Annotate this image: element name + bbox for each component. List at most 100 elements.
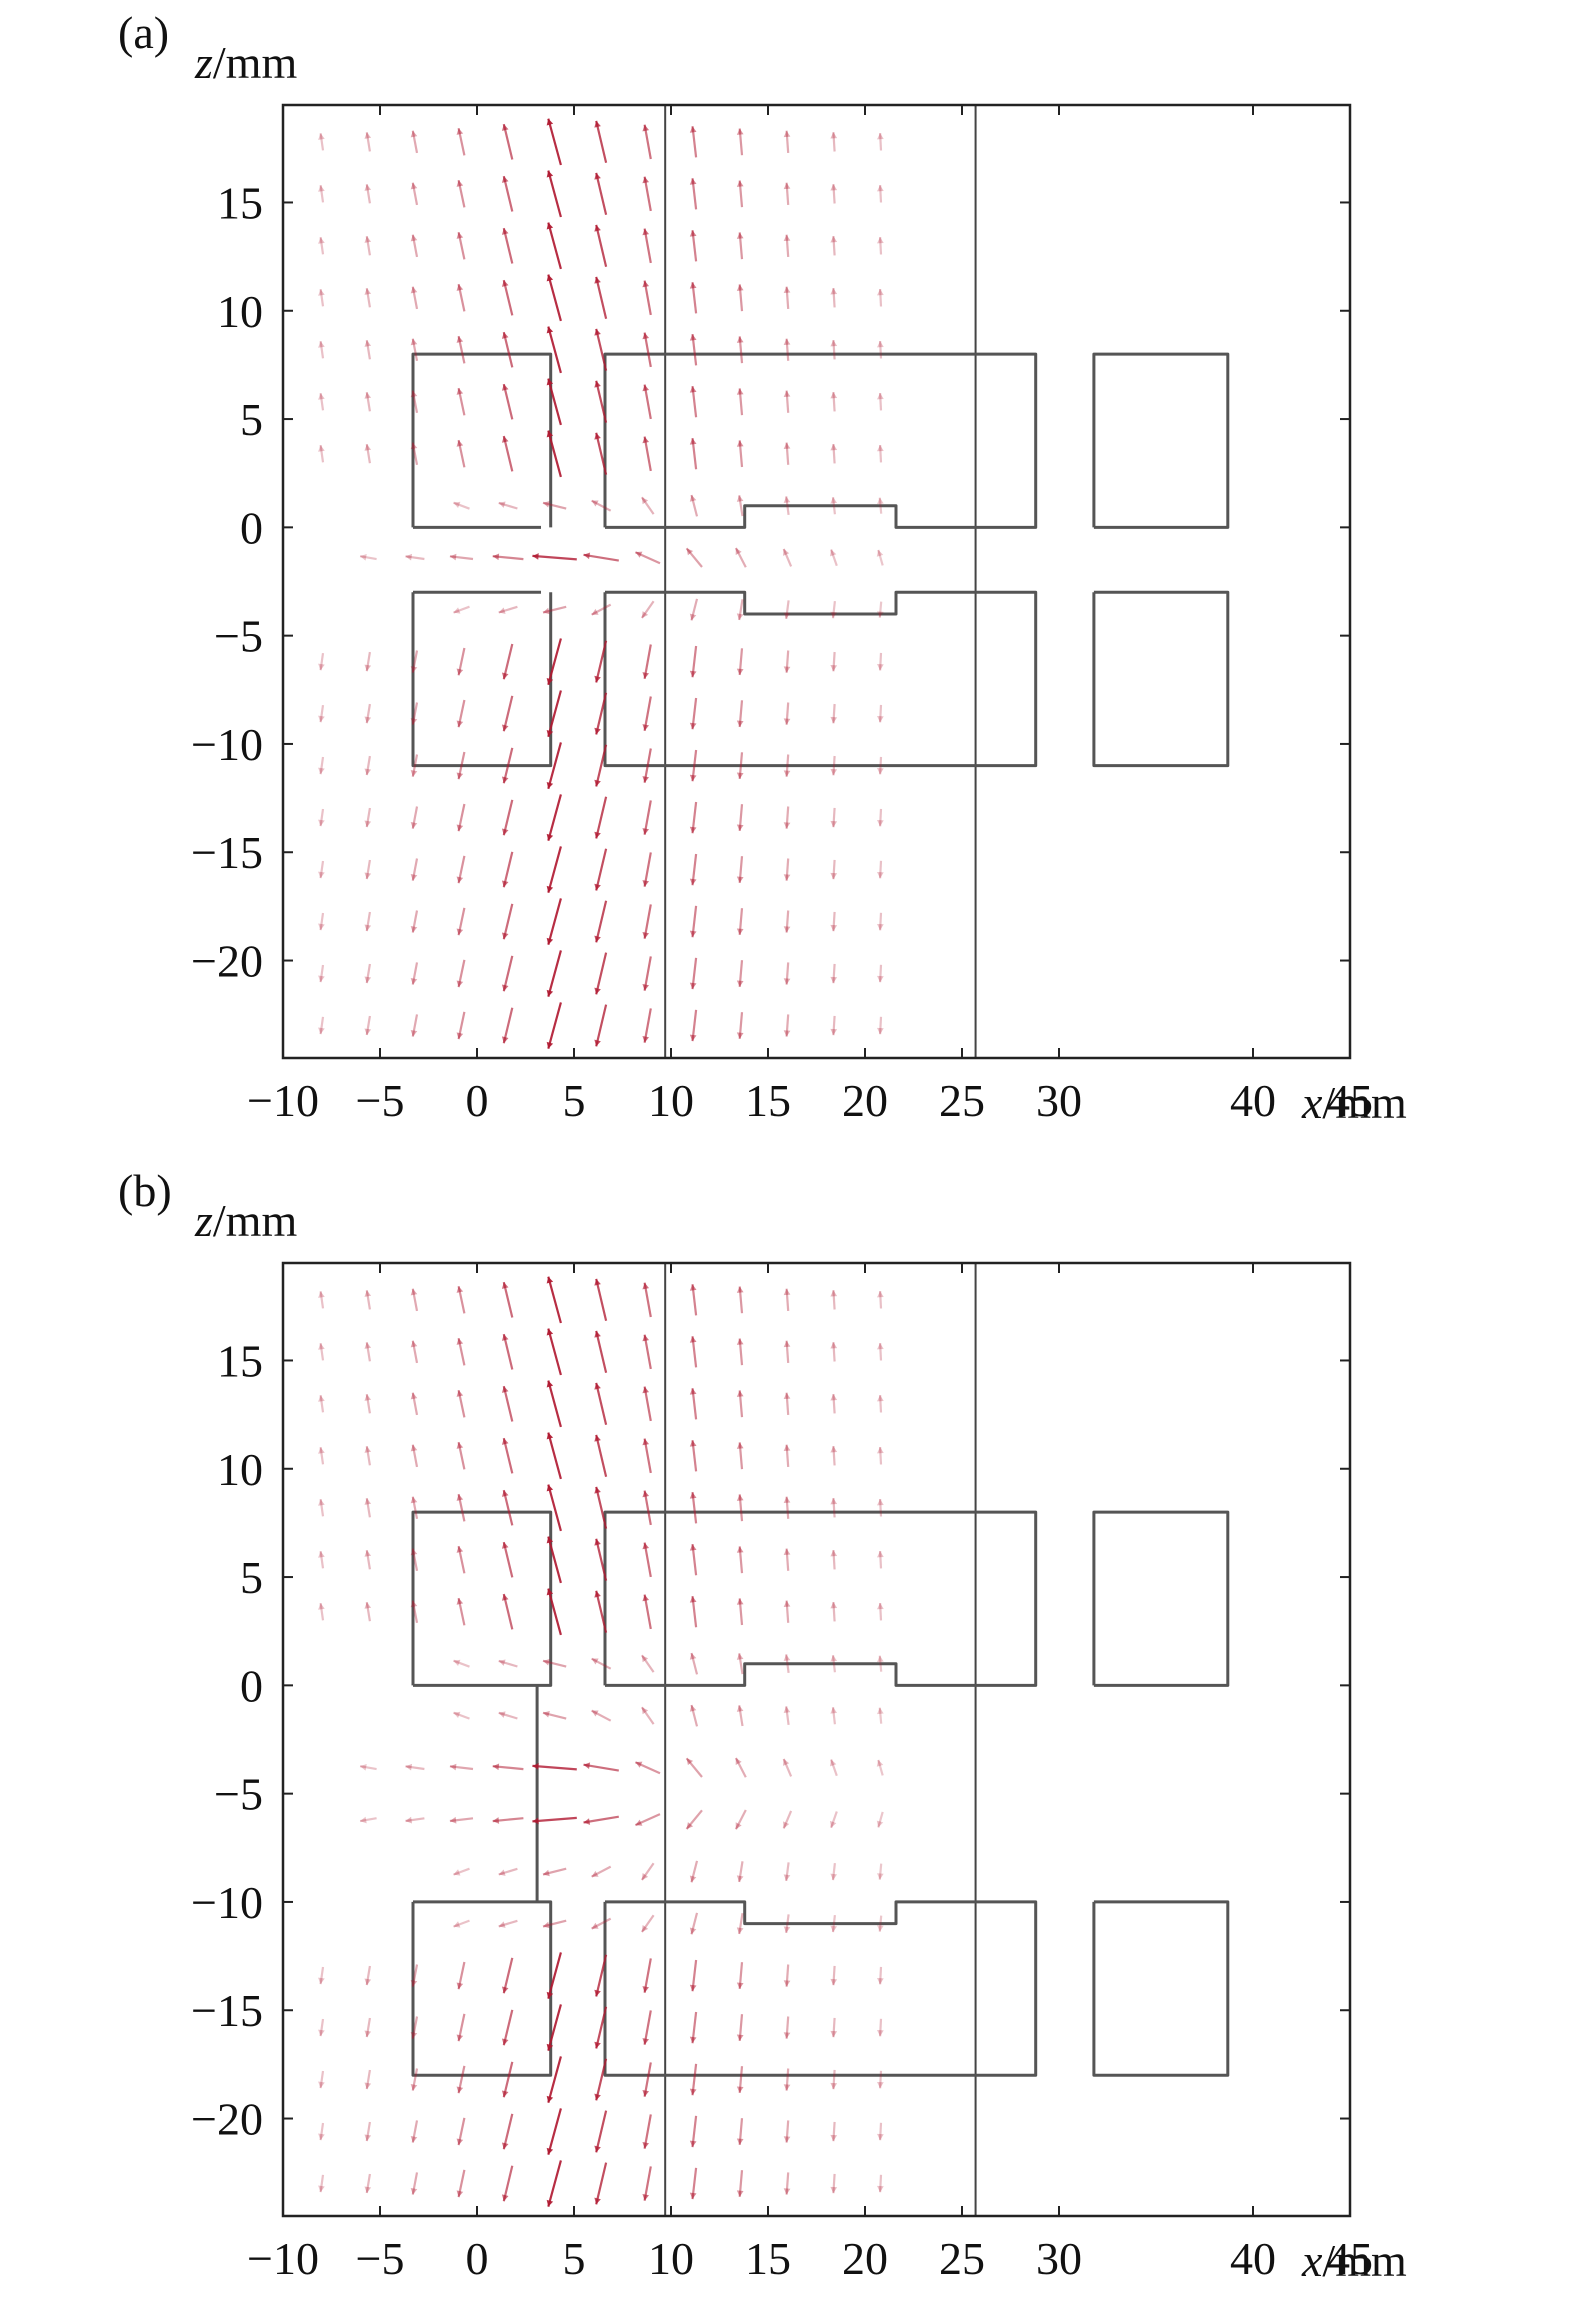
field-arrowhead [532, 1763, 539, 1770]
field-arrowhead [736, 2034, 744, 2041]
field-arrow [738, 388, 744, 416]
field-arrowhead [689, 826, 697, 834]
field-arrowhead [877, 923, 884, 931]
field-arrowhead [360, 553, 367, 561]
field-arrow [785, 286, 790, 309]
field-arrow [319, 237, 325, 255]
field-arrow [457, 1441, 466, 1470]
field-arrowhead [364, 664, 372, 672]
field-arrowhead [501, 1036, 509, 1044]
field-arrow [319, 2174, 325, 2193]
field-arrow [785, 806, 790, 829]
field-arrow [738, 908, 744, 935]
field-arrowhead [501, 1282, 509, 1289]
field-arrow [457, 1597, 466, 1626]
field-arrowhead [364, 184, 372, 191]
field-arrow [498, 1711, 518, 1720]
field-arrowhead [546, 1432, 554, 1440]
field-arrow [547, 1952, 562, 1999]
field-arrow [879, 2018, 883, 2037]
field-arrowhead [689, 1034, 697, 1042]
field-arrow [547, 274, 562, 322]
field-arrow [782, 1810, 793, 1829]
field-arrow [879, 2070, 883, 2089]
field-arrowhead [456, 980, 464, 988]
field-arrowhead [830, 664, 838, 672]
field-arrowhead [830, 1446, 838, 1453]
x-tick-label: 0 [466, 1075, 489, 1126]
field-arrow [411, 650, 419, 673]
y-tick-label: −10 [191, 1877, 263, 1928]
field-arrow [738, 1494, 744, 1522]
field-arrowhead [456, 824, 464, 832]
field-arrowhead [689, 1704, 697, 1712]
field-arrowhead [783, 926, 791, 933]
field-arrow [319, 756, 325, 775]
field-arrowhead [783, 496, 791, 503]
field-arrow [405, 555, 425, 561]
field-arrowhead [318, 1603, 325, 1610]
y-axis-var: z [194, 1195, 213, 1246]
field-arrowhead [546, 1484, 554, 1492]
field-arrow [785, 1706, 790, 1726]
field-arrowhead [735, 548, 742, 556]
field-arrowhead [736, 824, 744, 831]
field-arrow [319, 2070, 325, 2089]
field-arrowhead [642, 280, 650, 288]
field-arrowhead [736, 180, 744, 187]
field-arrowhead [783, 1548, 791, 1556]
field-arrowhead [501, 228, 509, 235]
field-arrowhead [829, 549, 837, 557]
y-axis-title: z/mm [194, 1195, 297, 1246]
field-arrow [457, 855, 466, 884]
x-axis-title: x/mm [1301, 2235, 1407, 2286]
field-arrowhead [877, 1499, 884, 1506]
field-arrow [547, 1276, 562, 1324]
field-arrow [832, 755, 836, 776]
field-arrow [547, 1380, 562, 1428]
field-arrow [690, 494, 699, 517]
y-tick-label: −15 [191, 1985, 263, 2036]
field-arrowhead [736, 1286, 744, 1293]
field-arrow [877, 1759, 884, 1776]
field-arrow [832, 703, 836, 724]
field-arrowhead [594, 120, 601, 128]
field-arrowhead [642, 984, 650, 991]
field-arrowhead [783, 822, 791, 829]
field-arrow [831, 1914, 836, 1933]
field-arrowhead [456, 336, 464, 343]
field-arrow [738, 1012, 744, 1039]
field-arrow [738, 2118, 744, 2145]
field-arrow [595, 2058, 608, 2101]
field-arrow [879, 237, 883, 255]
field-arrowhead [689, 1984, 697, 1992]
field-arrow [685, 1757, 703, 1778]
field-arrowhead [410, 2135, 418, 2143]
field-arrow [878, 601, 883, 618]
x-tick-label: 45 [1327, 2233, 1373, 2284]
field-arrowhead [594, 883, 601, 891]
field-arrowhead [532, 1817, 539, 1825]
field-arrowhead [736, 1338, 744, 1345]
field-arrowhead [642, 1438, 650, 1446]
field-arrow [319, 1343, 325, 1361]
field-arrow [738, 599, 744, 621]
field-arrow [738, 2066, 744, 2093]
field-arrow [832, 340, 836, 360]
field-arrow [832, 1498, 836, 1518]
field-arrow [785, 338, 790, 361]
field-arrow [832, 2017, 836, 2038]
field-arrowhead [689, 2036, 697, 2044]
field-arrowhead [877, 1447, 884, 1454]
field-arrow [365, 963, 371, 984]
field-arrowhead [736, 336, 744, 343]
field-arrowhead [546, 1276, 554, 1284]
arrow-field [318, 1276, 884, 2207]
field-arrowhead [736, 876, 744, 883]
field-arrowhead [830, 2134, 838, 2142]
field-arrow [785, 754, 790, 777]
field-arrowhead [498, 1659, 506, 1666]
field-arrow [411, 2120, 419, 2143]
field-arrow [457, 2013, 466, 2042]
field-arrowhead [830, 497, 838, 504]
